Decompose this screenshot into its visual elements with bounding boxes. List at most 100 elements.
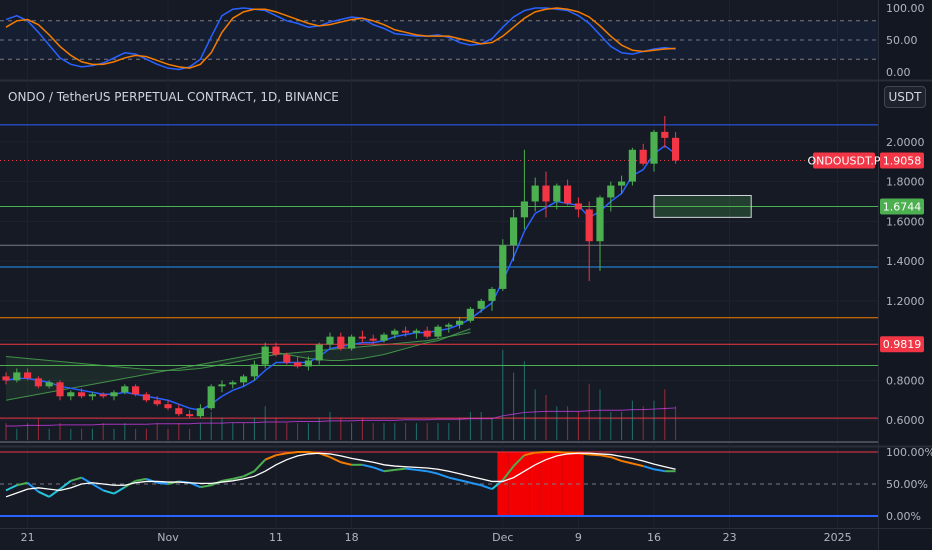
candle-body: [45, 382, 53, 387]
candle-body: [369, 338, 377, 341]
stoch-d-line: [5, 7, 676, 69]
rsi-line-segment: [524, 451, 536, 457]
candle-body: [99, 394, 107, 397]
rsi-line-segment: [383, 468, 395, 473]
time-tick-label: Dec: [492, 531, 513, 544]
rsi-line-segment: [653, 468, 665, 473]
candle-body: [434, 326, 442, 337]
rsi-line-segment: [621, 459, 633, 465]
candle-body: [132, 386, 140, 395]
rsi-line-segment: [599, 454, 611, 459]
rsi-line-segment: [26, 481, 40, 493]
time-tick-label: 18: [345, 531, 359, 544]
candle-body: [574, 203, 582, 210]
rsi-line-segment: [556, 451, 568, 454]
candle-body: [240, 376, 248, 383]
stoch-tick-label: 50.00: [886, 34, 918, 47]
candle-body: [175, 408, 183, 415]
candle-body: [542, 185, 550, 202]
last-price-symbol-tag-bg: [813, 152, 875, 169]
red-level-tag-bg: [880, 336, 924, 353]
volume-ma-line: [6, 407, 676, 427]
rsi-line-segment: [502, 465, 515, 481]
price-tick-label: 1.4000: [886, 255, 925, 268]
price-tick-label: 1.8000: [886, 176, 925, 189]
candle-body: [531, 185, 539, 202]
rsi-line-segment: [200, 484, 212, 489]
overbought-highlight: [551, 452, 563, 516]
overbought-highlight: [519, 452, 530, 516]
stoch-tick-label: 100.00: [886, 2, 925, 15]
currency-button[interactable]: USDT: [884, 86, 926, 108]
rsi-line-segment: [340, 461, 352, 466]
time-tick-label: 23: [723, 531, 737, 544]
price-axis-background: [878, 0, 932, 550]
candle-body: [229, 382, 237, 385]
candle-body: [596, 197, 604, 242]
candle-body: [218, 384, 226, 387]
demand-zone-box: [653, 194, 752, 218]
candle-body: [337, 336, 345, 349]
stoch-k-line: [5, 7, 676, 71]
rsi-line-segment: [416, 468, 428, 473]
candle-body: [196, 408, 204, 417]
candle-body: [477, 300, 485, 309]
candle-body: [67, 392, 75, 397]
rsi-line-segment: [157, 481, 169, 485]
candle-body: [499, 245, 507, 289]
candle-body: [186, 414, 194, 417]
rsi-line-segment: [5, 484, 18, 492]
rsi-line-segment: [135, 477, 147, 482]
candle-body: [510, 217, 518, 246]
price-tick-label: 1.2000: [886, 295, 925, 308]
candle-body: [423, 330, 431, 337]
rsi-line-segment: [372, 466, 385, 473]
candle-body: [153, 400, 161, 405]
rsi-line-segment: [91, 483, 104, 492]
rsi-line-segment: [102, 489, 115, 495]
time-tick-label: 16: [647, 531, 661, 544]
candle-body: [110, 392, 118, 397]
candle-body: [34, 378, 42, 387]
price-tick-label: 1.6000: [886, 215, 925, 228]
rsi-line-segment: [589, 453, 601, 457]
rsi-line-segment: [70, 476, 82, 482]
candle-body: [412, 330, 420, 333]
candle-body: [391, 330, 399, 335]
rsi-line-segment: [535, 451, 547, 454]
candle-body: [402, 330, 410, 333]
rsi-line-segment: [37, 490, 50, 498]
candle-body: [661, 131, 669, 138]
candle-body: [294, 362, 302, 367]
candle-body: [618, 181, 626, 186]
rsi-line-segment: [16, 481, 28, 487]
candle-body: [639, 149, 647, 164]
rsi-line-segment: [264, 454, 277, 461]
candle-body: [2, 376, 10, 381]
candle-body: [650, 131, 658, 164]
symbol-title: ONDO / TetherUS PERPETUAL CONTRACT, 1D, …: [8, 90, 339, 104]
rsi-line-segment: [405, 467, 417, 471]
candle-body: [672, 137, 680, 161]
stoch-tick-label: 0.00: [886, 66, 911, 79]
candle-body: [326, 336, 334, 345]
last-price-symbol-tag: ONDOUSDT.P: [807, 155, 880, 168]
overbought-highlight: [562, 452, 573, 516]
candle-body: [261, 346, 269, 365]
candle-body: [272, 346, 280, 355]
candle-body: [78, 392, 86, 397]
time-tick-label: 11: [269, 531, 283, 544]
rsi-line-segment: [253, 458, 266, 472]
candle-body: [250, 364, 258, 377]
rsi-line-segment: [512, 454, 526, 467]
candle-body: [315, 344, 323, 361]
overbought-highlight: [529, 452, 541, 516]
candle-body: [520, 201, 528, 218]
overbought-highlight: [497, 452, 509, 516]
band-line: [5, 328, 471, 401]
candle-body: [358, 336, 366, 339]
candle-body: [304, 360, 312, 367]
rsi-line-segment: [632, 462, 644, 468]
